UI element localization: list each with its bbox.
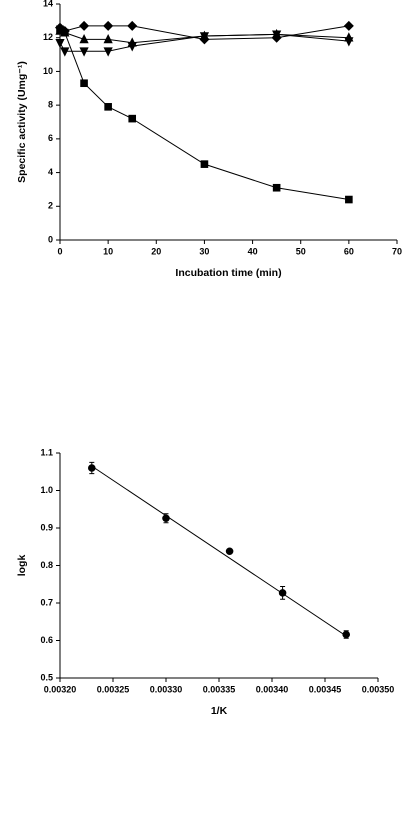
x-tick-label: 0.00340 xyxy=(256,684,289,694)
y-tick-label: 1.0 xyxy=(40,485,53,495)
marker xyxy=(342,630,351,639)
marker xyxy=(103,20,114,31)
x-tick-label: 0.00320 xyxy=(44,684,77,694)
x-tick-label: 10 xyxy=(103,246,113,256)
x-tick-label: 20 xyxy=(151,246,161,256)
y-tick-label: 0.9 xyxy=(40,522,53,532)
marker xyxy=(127,42,137,52)
y-tick-label: 6 xyxy=(48,133,53,143)
marker xyxy=(60,27,70,37)
marker xyxy=(345,195,353,204)
marker xyxy=(60,47,70,57)
marker xyxy=(103,47,113,57)
y-tick-label: 0 xyxy=(48,234,53,244)
marker xyxy=(127,20,138,31)
y-tick-label: 0.6 xyxy=(40,635,53,645)
y-tick-label: 0.7 xyxy=(40,597,53,607)
marker xyxy=(272,183,281,192)
marker xyxy=(79,20,90,31)
x-tick-label: 60 xyxy=(344,246,354,256)
y-tick-label: 2 xyxy=(48,201,53,211)
marker xyxy=(199,32,210,42)
marker xyxy=(79,47,89,57)
x-tick-label: 70 xyxy=(392,246,402,256)
x-tick-label: 0.00350 xyxy=(362,684,395,694)
y-tick-label: 0.5 xyxy=(40,672,53,682)
x-axis-title: Incubation time (min) xyxy=(175,267,281,279)
marker xyxy=(128,114,137,123)
y-tick-label: 14 xyxy=(43,0,53,8)
x-tick-label: 0.00325 xyxy=(97,684,130,694)
series-line xyxy=(59,33,349,52)
y-tick-label: 8 xyxy=(48,100,53,110)
y-tick-label: 10 xyxy=(43,66,53,76)
y-tick-label: 12 xyxy=(43,32,53,42)
y-tick-label: 1.1 xyxy=(40,447,53,457)
marker xyxy=(200,160,209,168)
marker xyxy=(104,103,112,111)
marker xyxy=(343,20,354,31)
y-tick-label: 0.8 xyxy=(40,560,53,570)
trend-line xyxy=(91,465,347,637)
marker xyxy=(225,547,234,556)
x-tick-label: 0.00335 xyxy=(203,684,236,694)
marker xyxy=(55,38,65,49)
marker xyxy=(79,33,89,44)
marker xyxy=(80,79,88,88)
x-tick-label: 0.00330 xyxy=(150,684,183,694)
x-tick-label: 50 xyxy=(296,246,306,256)
marker xyxy=(55,25,65,35)
marker xyxy=(272,30,282,40)
series-line xyxy=(59,28,349,201)
y-axis-title: logk xyxy=(16,555,28,577)
x-tick-label: 0.00345 xyxy=(309,684,342,694)
y-axis-title: Specific activity (Umg⁻¹) xyxy=(16,61,28,183)
x-tick-label: 0 xyxy=(57,246,62,256)
x-axis-title: 1/K xyxy=(211,705,228,717)
marker xyxy=(103,33,113,44)
x-tick-label: 40 xyxy=(248,246,258,256)
y-tick-label: 4 xyxy=(48,167,53,177)
x-tick-label: 30 xyxy=(199,246,209,256)
marker xyxy=(344,37,354,47)
